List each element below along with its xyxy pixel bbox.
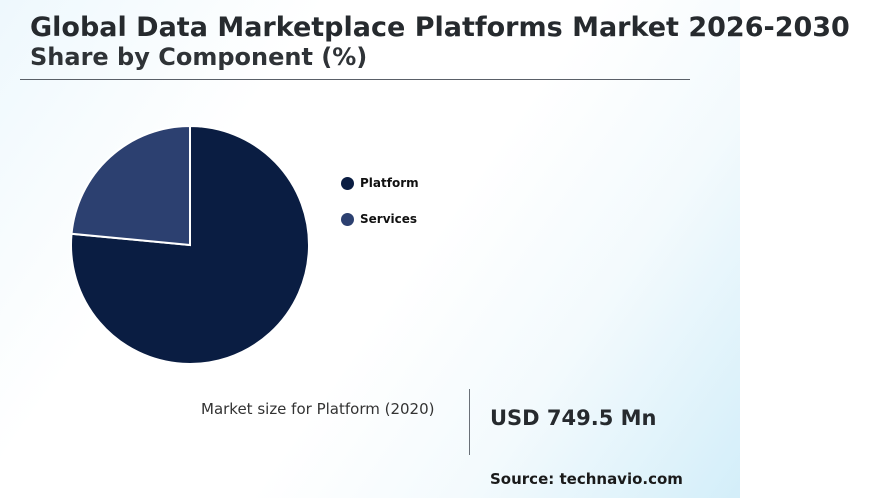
pie-slice-services [70, 124, 191, 247]
legend-item-platform: Platform [341, 175, 419, 191]
market-size-value: USD 749.5 Mn [490, 406, 657, 430]
legend-swatch-platform [341, 176, 354, 190]
title-divider [20, 79, 690, 80]
legend-item-services: Services [341, 211, 419, 227]
chart-subtitle: Share by Component (%) [30, 43, 368, 71]
chart-title: Global Data Marketplace Platforms Market… [30, 12, 850, 43]
legend-label-platform: Platform [360, 176, 419, 190]
legend-swatch-services [341, 212, 354, 226]
pie-slice-platform [70, 124, 310, 365]
legend-label-services: Services [360, 212, 418, 226]
market-size-label: Market size for Platform (2020) [201, 400, 435, 418]
chart-legend: Platform Services [341, 175, 419, 247]
market-size-divider [469, 389, 470, 455]
source-credit: Source: technavio.com [490, 470, 683, 488]
pie-chart [70, 124, 310, 365]
